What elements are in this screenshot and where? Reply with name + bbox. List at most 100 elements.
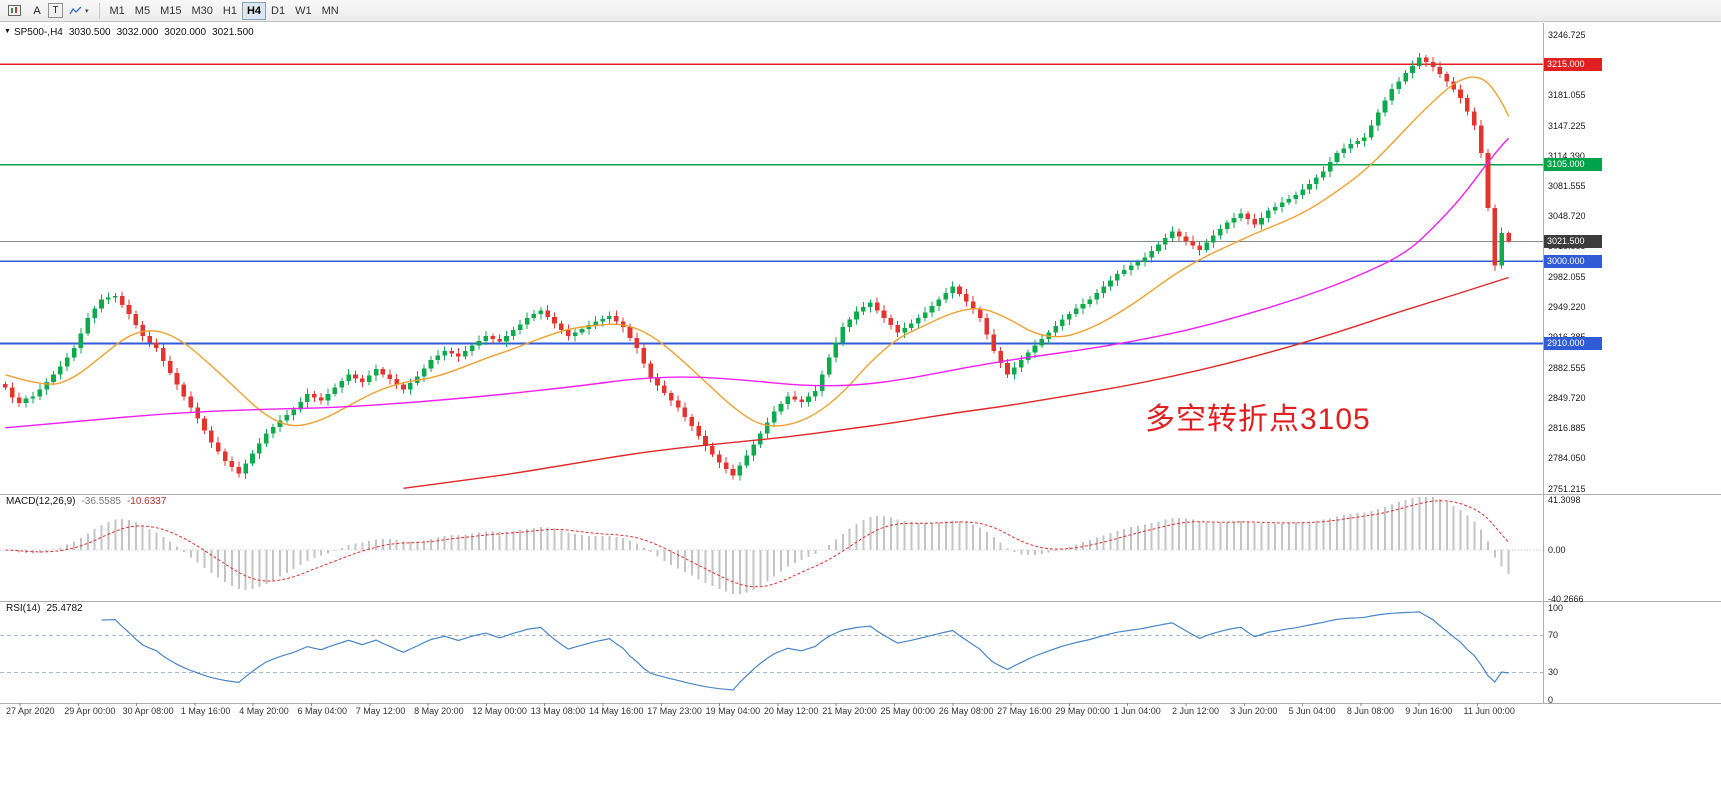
candle-body [1135, 261, 1141, 266]
candle-body [387, 374, 393, 380]
candle-body [92, 308, 97, 318]
candle-body [373, 369, 379, 376]
candle-body [366, 375, 372, 382]
candle-body [449, 350, 454, 354]
candle-body [181, 384, 187, 397]
candle-body [408, 382, 413, 390]
candle-body [37, 389, 43, 397]
candle-body [442, 350, 448, 356]
candle-body [30, 396, 36, 399]
candle-body [353, 374, 358, 379]
candle-body [1176, 231, 1182, 237]
candle-body [380, 369, 386, 375]
candle-body [1211, 235, 1216, 243]
candle-body [1183, 236, 1189, 241]
timeframe-button-m5[interactable]: M5 [130, 2, 155, 20]
candle-body [112, 295, 118, 298]
candle-body [552, 316, 557, 324]
candle-body [991, 334, 997, 351]
candle-body [1053, 326, 1058, 333]
candle-body [847, 319, 852, 328]
timeframe-button-h4[interactable]: H4 [241, 2, 267, 20]
candle-body [813, 391, 818, 397]
candle-body [1115, 273, 1120, 281]
candle-body [1293, 195, 1299, 199]
candle-body [490, 336, 496, 339]
candle-body [209, 430, 214, 443]
timeframe-button-m30[interactable]: M30 [186, 2, 217, 20]
candle-body [318, 397, 324, 401]
candle-body [1478, 125, 1484, 153]
timeframe-button-m1[interactable]: M1 [105, 2, 130, 20]
candle-body [222, 451, 228, 461]
candle-body [1032, 345, 1038, 353]
candle-body [1156, 244, 1161, 251]
candle-body [311, 393, 317, 398]
candle-body [160, 348, 166, 361]
candle-body [819, 374, 825, 392]
candle-body [764, 422, 770, 434]
candle-body [1012, 367, 1017, 375]
candle-body [970, 301, 976, 310]
candle-body [1471, 111, 1477, 126]
candle-body [346, 374, 351, 382]
text-tool-button[interactable]: T [48, 3, 63, 18]
candle-body [277, 420, 283, 427]
candle-body [215, 442, 221, 452]
candle-body [902, 327, 907, 333]
candle-body [909, 323, 914, 328]
timeframe-button-d1[interactable]: D1 [266, 2, 290, 20]
candle-body [1375, 112, 1381, 126]
chart-panel-icon-button[interactable] [3, 2, 26, 20]
candle-body [78, 333, 84, 349]
candle-body [325, 393, 331, 401]
candle-body [723, 462, 729, 470]
candle-body [1039, 338, 1045, 346]
candle-body [854, 311, 859, 320]
candle-body [655, 378, 660, 386]
candle-body [147, 336, 152, 343]
candle-body [1382, 100, 1388, 113]
candle-body [1410, 65, 1415, 74]
indicators-dropdown-button[interactable]: ▾ [64, 2, 94, 20]
candle-body [497, 338, 502, 342]
candle-body [950, 286, 955, 294]
candle-body [1005, 362, 1010, 375]
candle-body [634, 338, 640, 349]
candle-body [531, 314, 537, 318]
candle-body [861, 306, 866, 312]
candle-body [936, 299, 942, 306]
candle-body [1492, 207, 1498, 266]
candle-body [1217, 228, 1223, 236]
candle-body [1087, 299, 1093, 305]
candle-body [689, 416, 695, 426]
candle-body [586, 325, 592, 329]
candle-body [236, 467, 242, 474]
moving-average-slow [403, 276, 1509, 489]
candle-body [428, 360, 434, 369]
candle-body [565, 329, 571, 337]
candle-body [1320, 171, 1326, 178]
candle-body [1101, 286, 1106, 294]
candle-body [613, 316, 619, 322]
candle-body [1314, 177, 1319, 185]
timeframe-button-h1[interactable]: H1 [218, 2, 242, 20]
timeframe-button-mn[interactable]: MN [317, 2, 344, 20]
candle-body [1060, 319, 1065, 327]
candle-body [243, 463, 248, 474]
candle-body [154, 342, 159, 349]
candle-body [703, 436, 708, 447]
timeframe-button-m15[interactable]: M15 [155, 2, 186, 20]
candle-body [3, 383, 8, 388]
candle-body [435, 355, 441, 361]
candle-body [1403, 73, 1408, 82]
timeframe-button-w1[interactable]: W1 [290, 2, 317, 20]
candle-body [600, 318, 605, 322]
candle-body [895, 325, 901, 333]
arrow-tool-button[interactable]: A [27, 2, 47, 20]
candle-body [1108, 280, 1113, 287]
candle-body [929, 305, 935, 313]
candle-body [1073, 308, 1079, 315]
candle-body [641, 348, 647, 364]
